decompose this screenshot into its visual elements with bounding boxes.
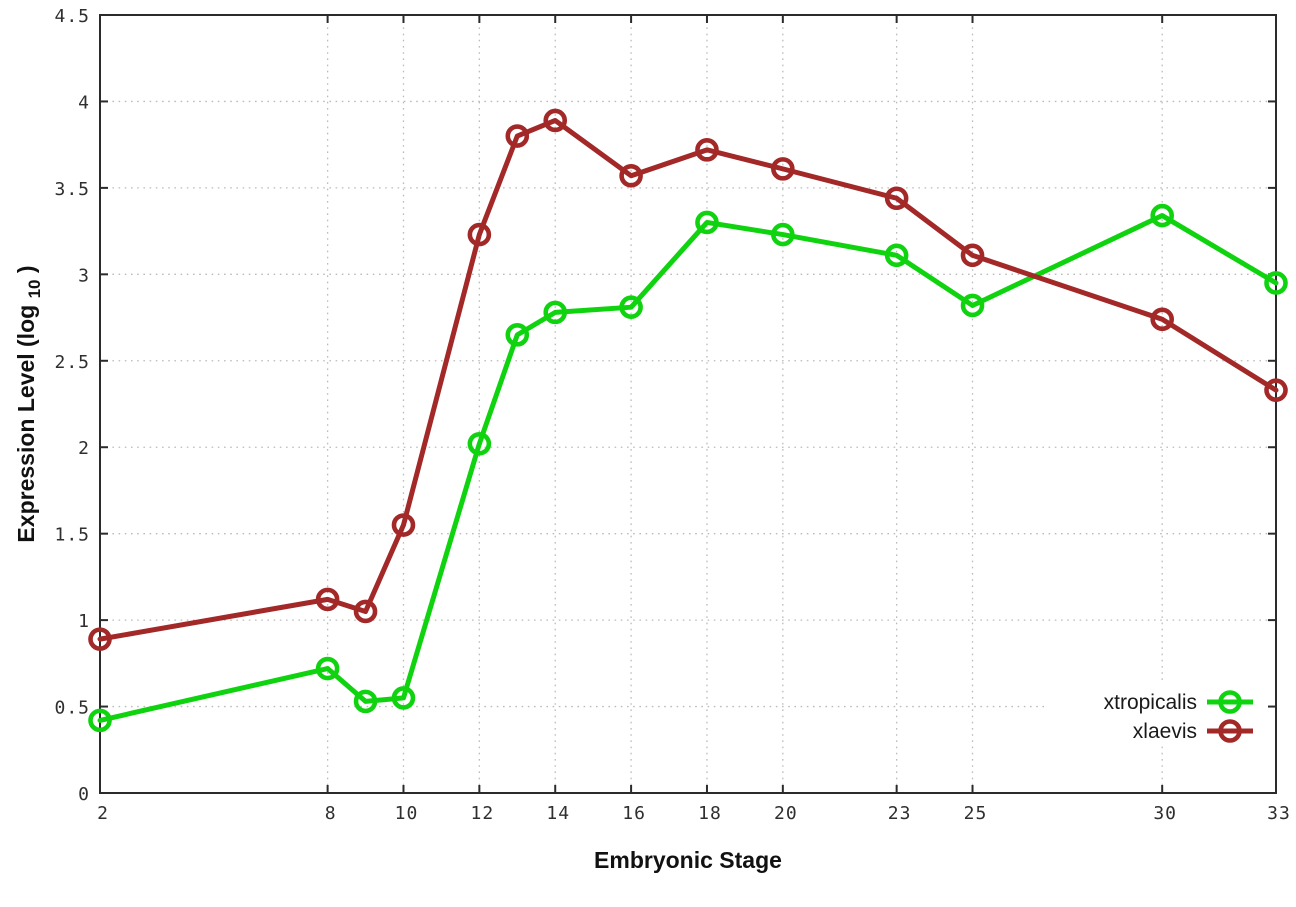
y-tick-label: 1.5 <box>54 525 90 546</box>
data-point-xlaevis <box>391 513 416 537</box>
data-point-xlaevis <box>353 599 378 624</box>
x-tick-label: 12 <box>471 803 495 824</box>
gridlines <box>100 15 1276 793</box>
data-point-xlaevis <box>543 108 568 133</box>
data-point-xtropicalis <box>771 222 795 247</box>
x-tick-label: 14 <box>546 803 570 824</box>
y-axis-title: Expression Level (log 10 ) <box>13 265 45 542</box>
legend-background <box>1045 680 1274 746</box>
y-axis-title-subscript: 10 <box>25 280 44 299</box>
legend: xtropicalis xlaevis <box>1104 690 1253 743</box>
y-axis-title-suffix: ) <box>13 265 39 273</box>
data-point-xlaevis <box>505 124 530 148</box>
y-tick-label: 4 <box>78 92 90 113</box>
y-tick-label: 2.5 <box>54 352 90 373</box>
y-tick-label: 3 <box>78 265 90 286</box>
x-tick-label: 33 <box>1267 803 1291 824</box>
data-point-xlaevis <box>771 157 795 181</box>
y-tick-label: 0 <box>78 784 90 805</box>
legend-label-xlaevis: xlaevis <box>1133 720 1197 743</box>
y-tick-label: 4.5 <box>54 6 90 27</box>
x-tick-label: 10 <box>395 803 419 824</box>
data-point-xtropicalis <box>1264 271 1288 295</box>
y-tick-label: 0.5 <box>54 698 90 719</box>
data-point-xtropicalis <box>884 243 909 268</box>
data-point-xtropicalis <box>1150 203 1174 228</box>
data-point-xtropicalis <box>353 689 378 714</box>
data-point-xtropicalis <box>391 686 416 710</box>
data-point-xlaevis <box>1264 378 1288 402</box>
legend-marker-xtropicalis <box>1218 690 1242 714</box>
y-tick-label: 3.5 <box>54 179 90 200</box>
y-tick-label: 2 <box>78 438 90 459</box>
x-tick-label: 2 <box>97 803 109 824</box>
data-point-xtropicalis <box>88 708 112 733</box>
data-point-xtropicalis <box>960 293 985 318</box>
legend-marker-xlaevis <box>1218 719 1242 743</box>
data-point-xlaevis <box>467 222 492 247</box>
data-point-xlaevis <box>884 186 909 211</box>
x-tick-label: 16 <box>622 803 646 824</box>
data-point-xtropicalis <box>619 295 643 319</box>
data-series <box>88 108 1288 733</box>
series-line-xtropicalis <box>97 213 1279 723</box>
tick-labels: 2 8 10 12 14 16 18 20 23 25 30 33 0 0.5 1 1.5 2 2.5 3 3.5 4 4… <box>54 6 1291 824</box>
legend-label-xtropicalis: xtropicalis <box>1104 691 1197 714</box>
x-tick-label: 23 <box>888 803 912 824</box>
series-line-xlaevis <box>97 117 1279 642</box>
data-point-xtropicalis <box>543 300 568 325</box>
data-point-xtropicalis <box>467 431 492 456</box>
data-point-xlaevis <box>1150 307 1174 332</box>
data-point-xlaevis <box>88 627 112 651</box>
x-tick-label: 20 <box>774 803 798 824</box>
data-point-xtropicalis <box>315 656 340 681</box>
legend-backdrop <box>1045 680 1274 746</box>
y-tick-label: 1 <box>78 611 90 632</box>
x-tick-label: 8 <box>325 803 337 824</box>
x-tick-label: 18 <box>698 803 722 824</box>
x-axis-title: Embryonic Stage <box>594 847 782 873</box>
data-point-xlaevis <box>619 163 643 188</box>
tick-marks <box>99 14 1277 794</box>
data-point-xlaevis <box>315 587 340 612</box>
data-point-xtropicalis <box>695 210 719 235</box>
plot-frame <box>99 14 1277 794</box>
x-tick-label: 25 <box>964 803 988 824</box>
data-point-xtropicalis <box>505 323 530 347</box>
data-point-xlaevis <box>695 138 719 162</box>
y-axis-title-prefix: Expression Level (log <box>13 305 39 543</box>
x-tick-label: 30 <box>1153 803 1177 824</box>
data-point-xlaevis <box>960 243 985 268</box>
